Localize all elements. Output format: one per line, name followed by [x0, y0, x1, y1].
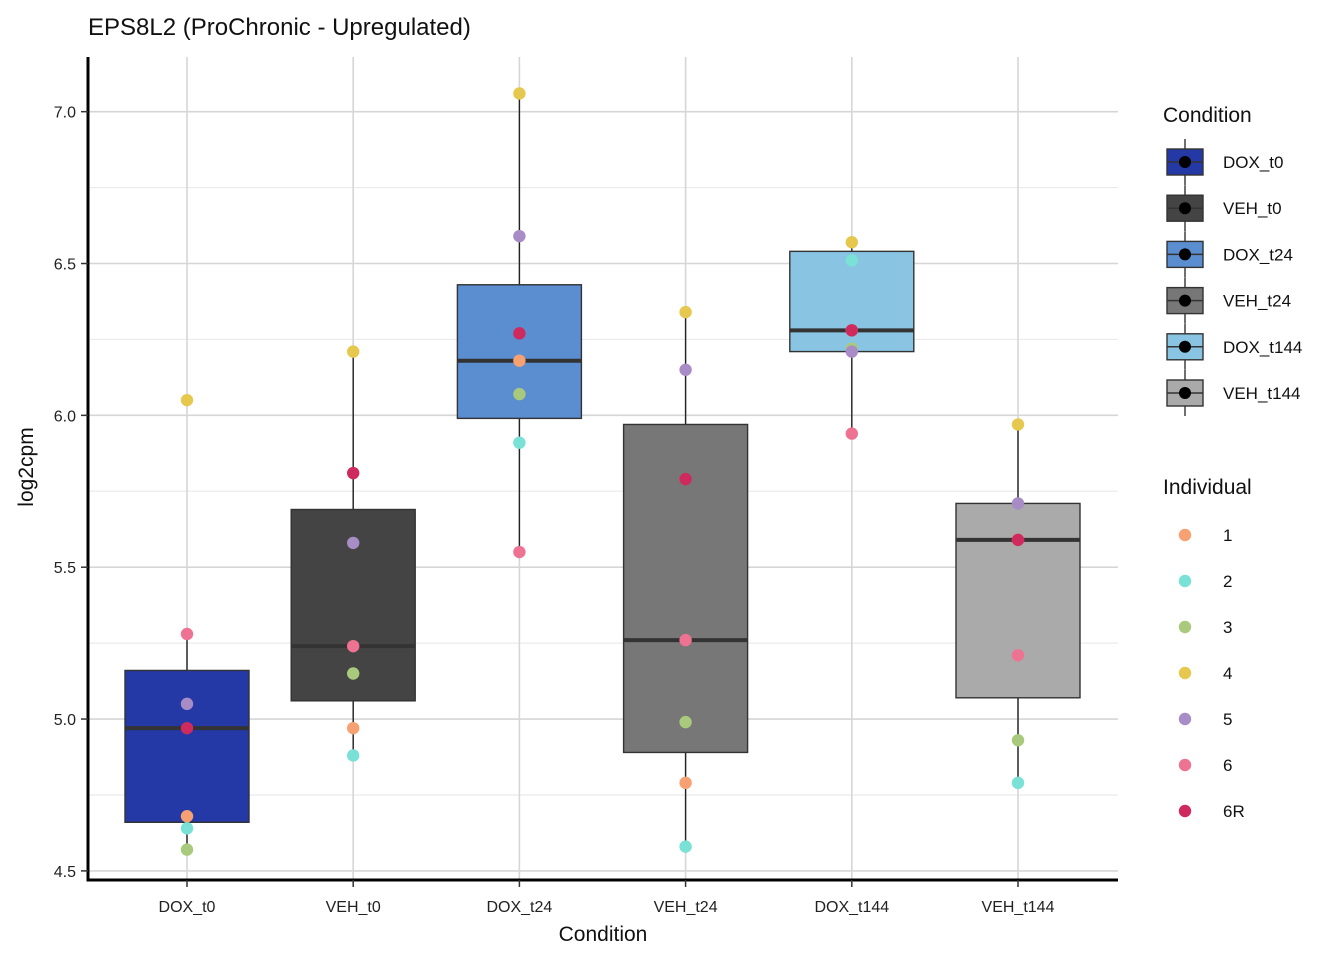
- point-ind-6: [513, 545, 526, 559]
- y-tick-label: 6.0: [54, 408, 76, 425]
- legend-individual-label: 6: [1223, 756, 1232, 775]
- point-layer: [180, 87, 1025, 856]
- legend-key-point: [1179, 387, 1191, 399]
- x-tick-label: VEH_t144: [982, 899, 1055, 916]
- legend-condition-label: DOX_t0: [1223, 153, 1283, 172]
- point-ind-1: [679, 776, 692, 790]
- point-ind-2: [679, 840, 692, 853]
- box-layer: [124, 93, 1081, 850]
- legend-individual-point: [1178, 620, 1192, 634]
- point-ind-6R: [180, 721, 194, 735]
- legend-individual-label: 3: [1223, 618, 1232, 637]
- legend-individual-title: Individual: [1163, 476, 1252, 499]
- x-tick-label: VEH_t0: [326, 899, 381, 916]
- point-ind-6: [1011, 649, 1025, 662]
- point-ind-2: [180, 822, 194, 835]
- box-VEH_t144: [955, 502, 1081, 699]
- point-ind-4: [1011, 418, 1025, 431]
- legend-key-point: [1179, 340, 1191, 353]
- point-ind-2: [513, 436, 526, 449]
- point-ind-5: [679, 363, 692, 377]
- point-ind-6R: [347, 466, 360, 480]
- legend-key-point: [1179, 156, 1191, 168]
- legend-condition-label: DOX_t24: [1223, 245, 1293, 264]
- legend-condition-title: Condition: [1163, 104, 1252, 127]
- point-ind-6R: [513, 327, 526, 340]
- y-axis-label: log2cpm: [15, 427, 38, 506]
- point-ind-5: [180, 697, 194, 711]
- point-ind-6R: [679, 472, 692, 486]
- legend-key-point: [1179, 248, 1191, 261]
- point-ind-5: [347, 536, 360, 550]
- point-ind-3: [180, 843, 194, 856]
- legend-individual-label: 6R: [1223, 802, 1245, 821]
- point-ind-3: [347, 667, 360, 680]
- point-ind-5: [513, 229, 526, 243]
- legend-condition-label: VEH_t144: [1223, 384, 1301, 403]
- legend-condition-label: VEH_t0: [1223, 199, 1282, 218]
- y-tick-label: 5.5: [54, 560, 76, 577]
- point-ind-4: [679, 305, 692, 319]
- legend-individual-point: [1178, 666, 1192, 680]
- point-ind-5: [845, 345, 858, 358]
- legend-individual-point: [1178, 712, 1192, 726]
- point-ind-6R: [1011, 533, 1025, 547]
- point-ind-1: [180, 810, 194, 823]
- legend-individual-point: [1178, 528, 1192, 542]
- point-ind-6R: [845, 324, 858, 337]
- point-ind-1: [347, 721, 360, 735]
- box-DOX_t0: [124, 669, 250, 823]
- point-ind-4: [180, 393, 194, 407]
- point-ind-1: [513, 354, 526, 367]
- x-tick-label: DOX_t24: [486, 899, 552, 916]
- point-ind-3: [513, 387, 526, 401]
- point-ind-2: [845, 254, 858, 267]
- point-ind-4: [347, 345, 360, 358]
- legend-individual-point: [1178, 758, 1192, 772]
- legend-layer: Condition DOX_t0 VEH_t0 DOX_t24 VEH_t24 DOX_t…: [1163, 104, 1302, 821]
- legend-individual-point: [1178, 804, 1192, 818]
- point-ind-3: [1011, 734, 1025, 747]
- y-tick-label: 6.5: [54, 257, 76, 274]
- legend-individual-label: 5: [1223, 710, 1232, 729]
- point-ind-3: [679, 715, 692, 729]
- x-axis-label: Condition: [559, 923, 648, 946]
- legend-key-point: [1179, 202, 1191, 215]
- legend-individual-label: 4: [1223, 664, 1232, 683]
- axis-layer: 4.5 5.0 5.5 6.0 6.5 7.0 DOX_t0 VEH_t0 DOX_t24 VEH…: [54, 57, 1118, 916]
- point-ind-2: [347, 749, 360, 762]
- point-ind-6: [180, 627, 194, 641]
- legend-individual-point: [1178, 574, 1192, 588]
- legend-individual-label: 2: [1223, 572, 1232, 591]
- y-tick-label: 5.0: [54, 712, 76, 729]
- point-ind-4: [513, 87, 526, 100]
- legend-condition-label: VEH_t24: [1223, 292, 1291, 311]
- y-tick-label: 4.5: [54, 864, 76, 881]
- x-tick-label: DOX_t144: [814, 899, 889, 916]
- point-ind-6: [845, 427, 858, 440]
- legend-key-point: [1179, 294, 1191, 307]
- point-ind-6: [679, 633, 692, 647]
- x-tick-label: DOX_t0: [159, 899, 216, 916]
- point-ind-4: [845, 236, 858, 249]
- y-tick-label: 7.0: [54, 105, 76, 122]
- point-ind-6: [347, 639, 360, 653]
- chart-title: EPS8L2 (ProChronic - Upregulated): [88, 14, 471, 41]
- x-tick-label: VEH_t24: [654, 899, 718, 916]
- legend-condition-label: DOX_t144: [1223, 338, 1302, 357]
- point-ind-2: [1011, 776, 1025, 790]
- legend-individual-label: 1: [1223, 526, 1232, 545]
- point-ind-5: [1011, 497, 1025, 510]
